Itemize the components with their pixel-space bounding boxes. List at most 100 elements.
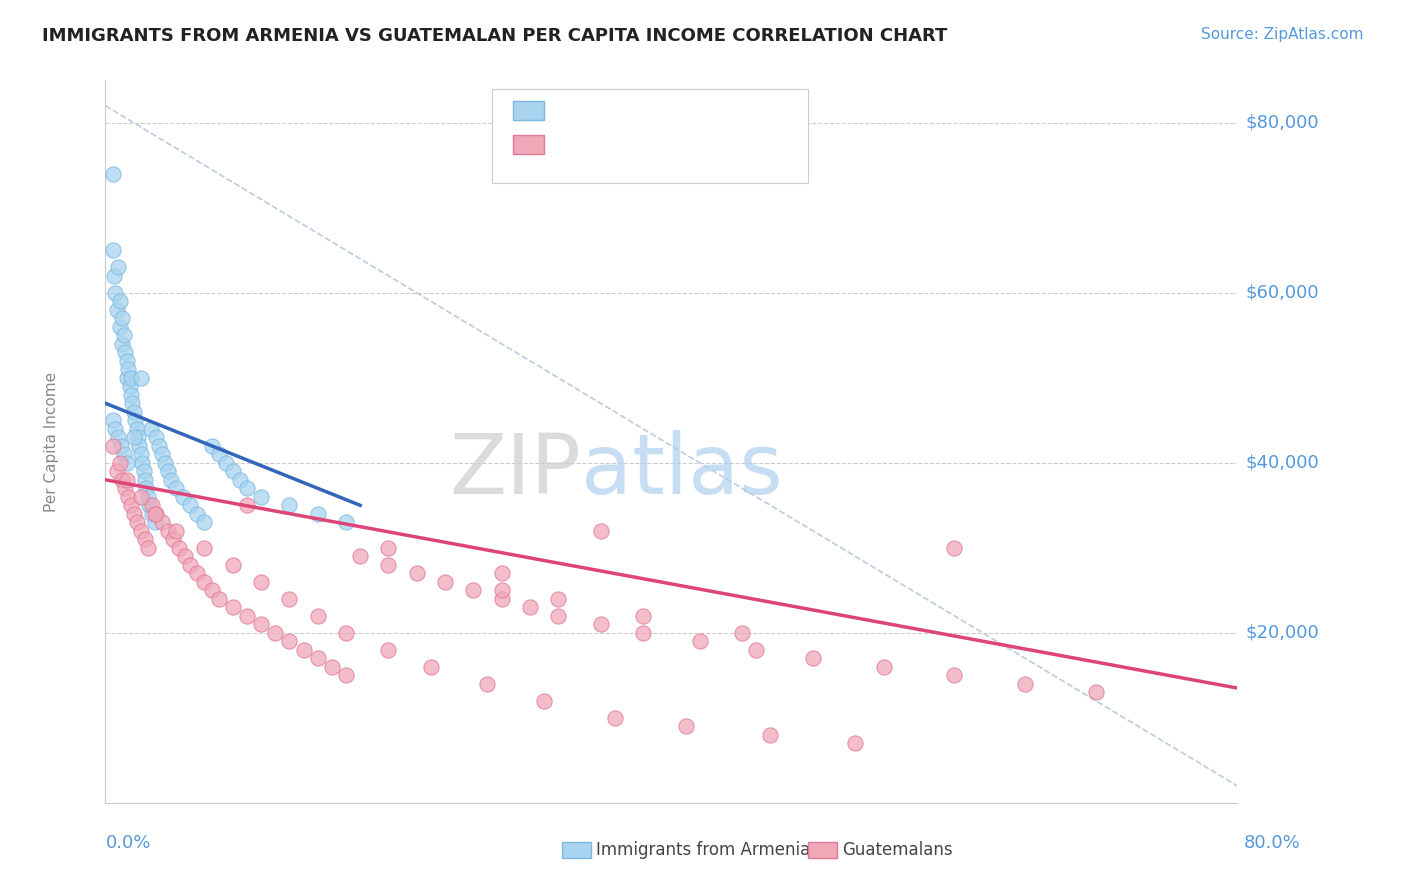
Point bbox=[150, 516, 173, 530]
Point bbox=[491, 566, 513, 581]
Text: R = -0.560   N = 77: R = -0.560 N = 77 bbox=[551, 136, 714, 153]
Point bbox=[122, 405, 145, 419]
Point bbox=[125, 516, 148, 530]
Point bbox=[145, 430, 167, 444]
Point bbox=[128, 439, 150, 453]
Point bbox=[112, 328, 135, 343]
Point bbox=[250, 617, 273, 632]
Text: Source: ZipAtlas.com: Source: ZipAtlas.com bbox=[1201, 27, 1364, 42]
Point bbox=[132, 464, 155, 478]
Point bbox=[589, 524, 612, 538]
Point bbox=[143, 507, 166, 521]
Point bbox=[125, 422, 148, 436]
Point bbox=[135, 481, 157, 495]
Point bbox=[801, 651, 824, 665]
Point bbox=[377, 558, 399, 572]
Point bbox=[108, 294, 131, 309]
Point bbox=[141, 507, 163, 521]
Point bbox=[172, 490, 194, 504]
Point bbox=[115, 473, 138, 487]
Point bbox=[250, 490, 273, 504]
Point bbox=[173, 549, 195, 564]
Point bbox=[377, 541, 399, 555]
Point bbox=[131, 456, 153, 470]
Point bbox=[844, 736, 866, 750]
Point bbox=[278, 498, 301, 512]
Point bbox=[117, 490, 139, 504]
Point bbox=[107, 260, 129, 275]
Text: ZIP: ZIP bbox=[449, 430, 581, 511]
Point bbox=[138, 498, 160, 512]
Point bbox=[179, 498, 201, 512]
Point bbox=[139, 422, 162, 436]
Point bbox=[278, 634, 301, 648]
Point bbox=[110, 439, 132, 453]
Point bbox=[156, 524, 179, 538]
Point bbox=[675, 719, 697, 733]
Point bbox=[307, 651, 329, 665]
Point bbox=[222, 558, 245, 572]
Point bbox=[134, 473, 156, 487]
Point bbox=[200, 439, 222, 453]
Point bbox=[433, 574, 456, 589]
Point bbox=[589, 617, 612, 632]
Point bbox=[107, 430, 129, 444]
Point bbox=[547, 591, 569, 606]
Point bbox=[115, 456, 138, 470]
Point bbox=[165, 524, 187, 538]
Point bbox=[136, 541, 159, 555]
Point bbox=[335, 625, 357, 640]
Point bbox=[124, 413, 146, 427]
Point bbox=[200, 583, 222, 598]
Point bbox=[134, 533, 156, 547]
Point bbox=[101, 413, 124, 427]
Point bbox=[872, 660, 894, 674]
Point bbox=[103, 268, 125, 283]
Point bbox=[547, 608, 569, 623]
Point bbox=[491, 583, 513, 598]
Point bbox=[117, 362, 139, 376]
Text: IMMIGRANTS FROM ARMENIA VS GUATEMALAN PER CAPITA INCOME CORRELATION CHART: IMMIGRANTS FROM ARMENIA VS GUATEMALAN PE… bbox=[42, 27, 948, 45]
Point bbox=[148, 439, 170, 453]
Text: $40,000: $40,000 bbox=[1246, 454, 1319, 472]
Point bbox=[603, 711, 626, 725]
Point bbox=[153, 456, 176, 470]
Point bbox=[114, 481, 136, 495]
Point bbox=[519, 600, 541, 615]
Point bbox=[307, 507, 329, 521]
Point bbox=[120, 371, 142, 385]
Point bbox=[193, 516, 215, 530]
Point bbox=[145, 507, 167, 521]
Point bbox=[122, 430, 145, 444]
Text: atlas: atlas bbox=[581, 430, 783, 511]
Point bbox=[105, 464, 128, 478]
Point bbox=[250, 574, 273, 589]
Point bbox=[335, 516, 357, 530]
Point bbox=[236, 481, 259, 495]
Point bbox=[165, 481, 187, 495]
Point bbox=[136, 490, 159, 504]
Text: Immigrants from Armenia: Immigrants from Armenia bbox=[596, 841, 810, 859]
Point bbox=[104, 285, 127, 300]
Text: $80,000: $80,000 bbox=[1246, 114, 1319, 132]
Point bbox=[104, 422, 127, 436]
Point bbox=[321, 660, 343, 674]
Point bbox=[491, 591, 513, 606]
Point bbox=[101, 244, 124, 258]
Point bbox=[118, 379, 141, 393]
Point bbox=[111, 473, 134, 487]
Text: Guatemalans: Guatemalans bbox=[842, 841, 953, 859]
Point bbox=[105, 302, 128, 317]
Point bbox=[159, 473, 181, 487]
Point bbox=[222, 464, 245, 478]
Point bbox=[533, 694, 555, 708]
Point bbox=[236, 498, 259, 512]
Point bbox=[162, 533, 184, 547]
Point bbox=[111, 336, 134, 351]
Point bbox=[1084, 685, 1107, 699]
Text: R = -0.306   N = 63: R = -0.306 N = 63 bbox=[551, 102, 714, 120]
Point bbox=[111, 311, 134, 326]
Point bbox=[419, 660, 441, 674]
Point bbox=[156, 464, 179, 478]
Point bbox=[121, 396, 143, 410]
